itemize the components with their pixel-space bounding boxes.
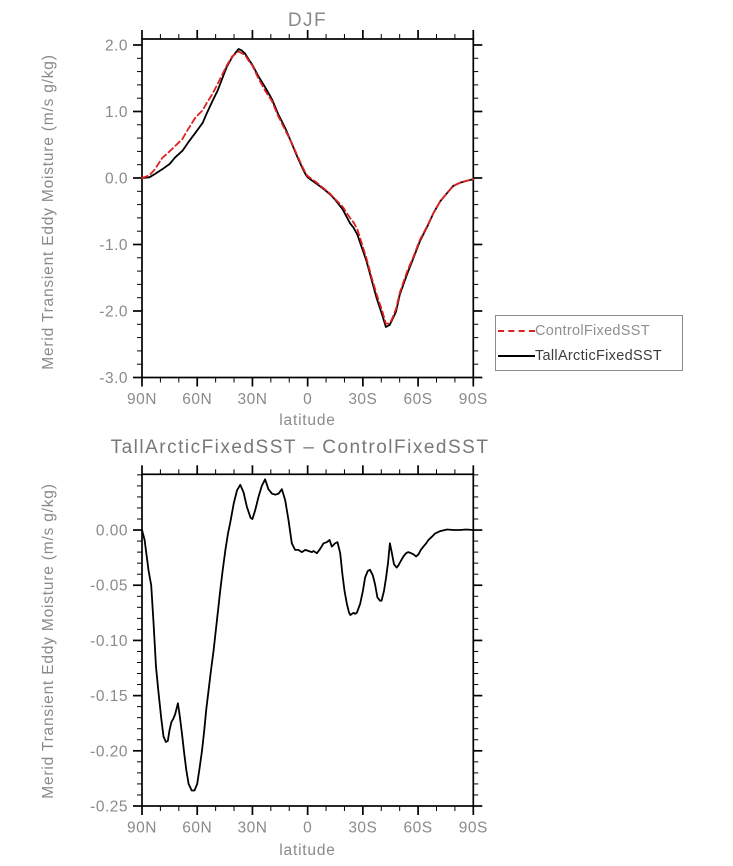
x-tick-label: 90N xyxy=(127,391,157,408)
x-tick-label: 90S xyxy=(459,820,488,837)
legend-label-control: ControlFixedSST xyxy=(535,322,650,339)
x-tick-label: 60N xyxy=(182,391,212,408)
top-chart: 2.0 1.0 0.0 -1.0 -2.0 -3.0 90N 60N 30N 0 30S 60S 90S xyxy=(99,30,488,408)
plot-frame xyxy=(141,38,475,379)
y-tick-label: -0.05 xyxy=(90,578,128,595)
bottom-chart-x-axis-label: latitude xyxy=(279,842,336,859)
x-tick-label: 60N xyxy=(182,820,212,837)
x-tick-label: 30N xyxy=(237,391,267,408)
top-chart-y-axis-label: Merid Transient Eddy Moisture (m/s g/kg) xyxy=(40,54,57,370)
y-tick-label: 0.00 xyxy=(96,523,128,540)
legend-entry-control: ControlFixedSST xyxy=(496,319,682,343)
x-tick-label: 60S xyxy=(404,391,433,408)
legend: ControlFixedSST TallArcticFixedSST xyxy=(495,315,683,371)
legend-solid-black-line-sample xyxy=(498,354,535,357)
y-tick-label: -2.0 xyxy=(99,303,128,320)
x-tick-label: 0 xyxy=(303,391,312,408)
legend-dashed-red-line-sample xyxy=(498,329,535,332)
legend-label-tallarctic: TallArcticFixedSST xyxy=(535,347,663,364)
x-tick-label: 90S xyxy=(459,391,488,408)
y-tick-label: 1.0 xyxy=(105,104,128,121)
y-tick-label: -0.10 xyxy=(90,633,128,650)
x-tick-label: 90N xyxy=(127,820,157,837)
bottom-chart-title: TallArcticFixedSST – ControlFixedSST xyxy=(110,437,490,458)
x-tick-label: 30S xyxy=(348,391,377,408)
top-chart-x-axis-label: latitude xyxy=(279,412,336,429)
y-tick-label: -0.20 xyxy=(90,743,128,760)
legend-entry-tallarctic: TallArcticFixedSST xyxy=(496,344,682,368)
y-tick-label: -0.25 xyxy=(90,799,128,816)
bottom-chart: 0.00 -0.05 -0.10 -0.15 -0.20 -0.25 90N 60N 30N 0 3… xyxy=(90,465,488,837)
x-tick-label: 0 xyxy=(303,820,312,837)
series-tallarcticfixedsst-minus-controlfixedsst xyxy=(141,478,475,792)
x-tick-label: 30N xyxy=(237,820,267,837)
x-tick-label: 60S xyxy=(404,820,433,837)
y-tick-label: -0.15 xyxy=(90,688,128,705)
bottom-chart-y-axis-label: Merid Transient Eddy Moisture (m/s g/kg) xyxy=(40,483,57,799)
y-tick-label: 2.0 xyxy=(105,37,128,54)
series-controlfixedsst xyxy=(141,50,475,325)
y-tick-label: 0.0 xyxy=(105,170,128,187)
plot-frame xyxy=(141,473,475,807)
series-tallarcticfixedsst xyxy=(141,48,475,328)
top-chart-title: DJF xyxy=(287,10,328,31)
x-tick-label: 30S xyxy=(348,820,377,837)
y-tick-label: -3.0 xyxy=(99,370,128,387)
y-tick-label: -1.0 xyxy=(99,237,128,254)
